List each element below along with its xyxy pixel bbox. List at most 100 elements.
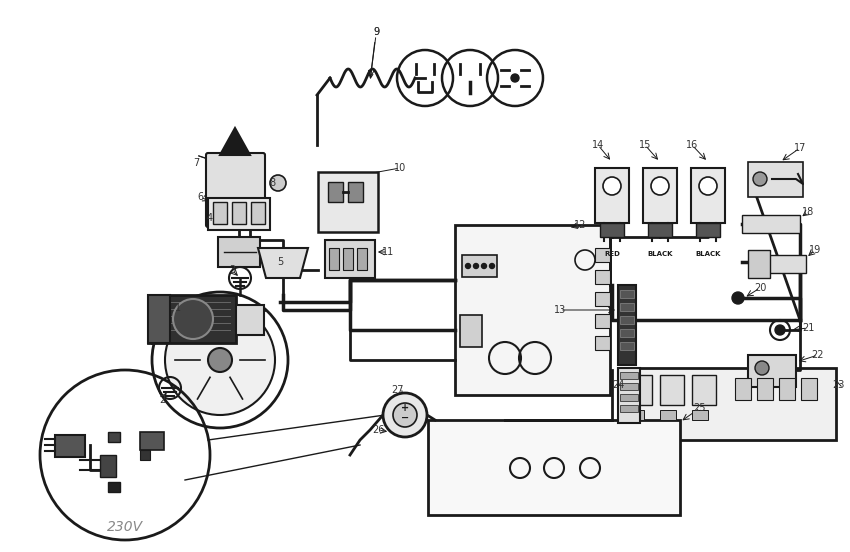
FancyBboxPatch shape <box>206 153 265 227</box>
Bar <box>618 368 836 440</box>
Text: 6: 6 <box>197 192 203 202</box>
Text: BLACK: BLACK <box>695 251 721 257</box>
Text: 18: 18 <box>802 207 814 217</box>
Bar <box>108 482 120 492</box>
Bar <box>757 378 773 400</box>
Text: 22: 22 <box>812 350 824 360</box>
Bar <box>455 225 610 395</box>
Text: 25: 25 <box>694 403 706 413</box>
Bar <box>325 240 375 278</box>
Bar <box>595 168 629 223</box>
Text: 8: 8 <box>269 178 275 188</box>
Text: BLACK: BLACK <box>647 251 672 257</box>
Bar <box>428 420 680 515</box>
Circle shape <box>732 292 744 304</box>
Bar <box>628 410 644 420</box>
Text: 1: 1 <box>175 303 181 313</box>
Circle shape <box>152 292 288 428</box>
Text: 23: 23 <box>832 380 844 390</box>
Bar <box>643 168 677 223</box>
Bar <box>600 223 624 237</box>
Circle shape <box>481 263 486 268</box>
Bar <box>328 182 343 202</box>
Bar <box>140 450 150 460</box>
Text: 21: 21 <box>802 323 814 333</box>
Bar <box>140 432 164 450</box>
Bar <box>620 383 638 390</box>
Bar <box>628 375 652 405</box>
Bar <box>595 314 610 328</box>
Bar <box>620 394 638 401</box>
Text: 2: 2 <box>159 395 165 405</box>
Bar <box>692 410 708 420</box>
Text: −: − <box>401 413 409 423</box>
Text: 4: 4 <box>207 213 213 223</box>
Circle shape <box>699 177 717 195</box>
Bar <box>213 202 227 224</box>
Bar <box>618 368 640 423</box>
Text: 230V: 230V <box>107 520 143 534</box>
Text: 7: 7 <box>193 158 199 168</box>
Bar <box>620 290 634 298</box>
Bar <box>748 162 803 197</box>
Bar <box>620 342 634 350</box>
Text: 24: 24 <box>612 380 624 390</box>
Text: 27: 27 <box>392 385 405 395</box>
Bar <box>691 168 725 223</box>
Bar <box>100 455 116 477</box>
Circle shape <box>755 361 769 375</box>
Bar <box>460 315 482 347</box>
Text: 13: 13 <box>554 305 566 315</box>
Bar <box>329 248 339 270</box>
Bar <box>595 270 610 284</box>
Circle shape <box>165 305 275 415</box>
Bar <box>232 202 246 224</box>
Text: RED: RED <box>604 251 620 257</box>
Bar <box>595 336 610 350</box>
Bar <box>660 410 676 420</box>
Bar <box>348 182 363 202</box>
Circle shape <box>603 177 621 195</box>
Text: 16: 16 <box>686 140 698 150</box>
Bar <box>620 316 634 324</box>
Bar <box>692 375 716 405</box>
Bar <box>620 405 638 412</box>
Bar <box>801 378 817 400</box>
Bar <box>148 295 236 343</box>
Bar <box>462 255 497 277</box>
Text: 14: 14 <box>592 140 604 150</box>
Bar <box>108 432 120 442</box>
Text: 19: 19 <box>809 245 821 255</box>
Bar <box>55 435 85 457</box>
Circle shape <box>753 172 767 186</box>
Bar <box>357 248 367 270</box>
Bar <box>618 285 636 365</box>
Circle shape <box>208 348 232 372</box>
Text: 12: 12 <box>574 220 586 230</box>
Bar <box>251 202 265 224</box>
Text: +: + <box>401 403 409 413</box>
Bar <box>595 248 610 262</box>
Text: 20: 20 <box>754 283 766 293</box>
Bar <box>620 372 638 379</box>
Circle shape <box>173 299 213 339</box>
Text: 9: 9 <box>369 27 379 78</box>
Bar <box>758 255 806 273</box>
Polygon shape <box>258 248 308 278</box>
Circle shape <box>393 403 417 427</box>
Circle shape <box>490 263 495 268</box>
Bar <box>742 215 800 233</box>
Text: 3: 3 <box>229 265 235 275</box>
Text: 11: 11 <box>382 247 394 257</box>
Bar <box>648 223 672 237</box>
Bar <box>236 305 264 335</box>
Bar <box>696 223 720 237</box>
Circle shape <box>270 175 286 191</box>
Bar <box>620 329 634 337</box>
Bar <box>748 355 796 387</box>
Text: 26: 26 <box>371 425 384 435</box>
Bar <box>218 237 260 267</box>
Bar <box>735 378 751 400</box>
Polygon shape <box>220 128 250 155</box>
Bar <box>148 295 170 343</box>
